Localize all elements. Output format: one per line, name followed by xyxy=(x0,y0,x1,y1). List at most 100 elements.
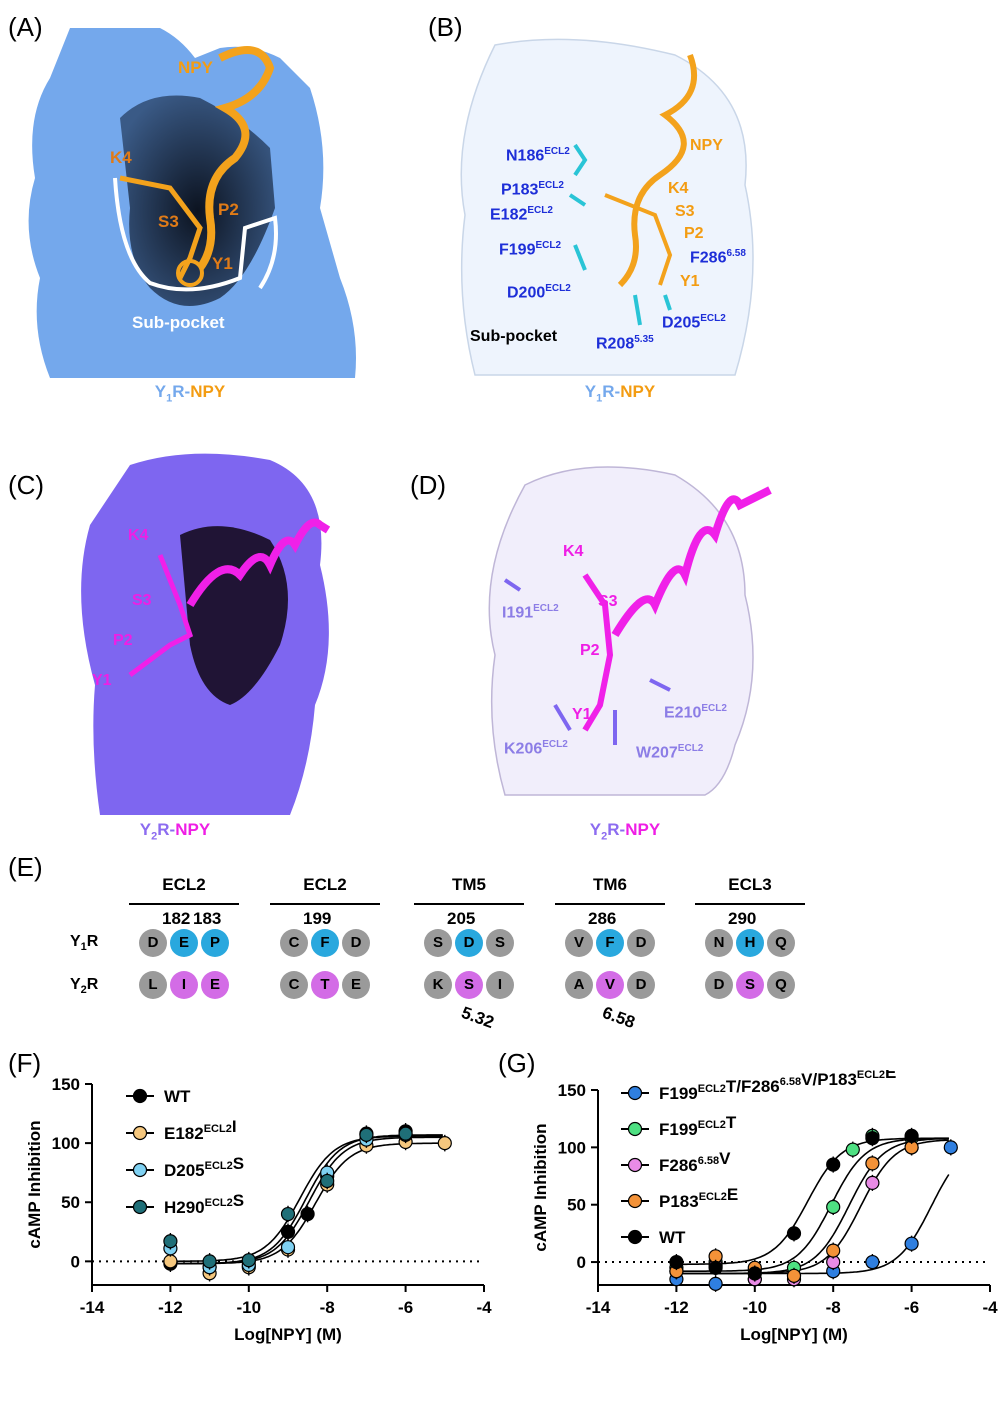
residue-number: 199 xyxy=(303,909,332,928)
legend-label: WT xyxy=(659,1228,686,1247)
residue-circle: D xyxy=(455,929,483,957)
data-point xyxy=(826,1243,841,1258)
residue-name: W207 xyxy=(636,744,678,762)
legend-label: F199ECL2T xyxy=(659,1113,737,1139)
row-label-y2r: Y2R xyxy=(70,976,98,996)
residue-sup: ECL2 xyxy=(527,205,553,216)
caption-receptor: Y xyxy=(589,820,602,839)
x-tick-label: -10 xyxy=(743,1298,768,1317)
caption-receptor-rest: R- xyxy=(172,382,191,401)
residue-name: F286 xyxy=(690,249,727,267)
legend-marker xyxy=(627,1085,643,1101)
residue-circle: K xyxy=(424,971,452,999)
data-point xyxy=(280,1206,296,1222)
residue-sup: ECL2 xyxy=(533,603,559,614)
panel-a-label-npy: NPY xyxy=(178,58,213,77)
data-point xyxy=(359,1127,374,1142)
alignment-header-rule xyxy=(695,903,805,905)
panel-c-label-p2: P2 xyxy=(113,632,133,649)
residue-name: P183 xyxy=(501,181,539,199)
panel-b-label-npy: NPY xyxy=(690,137,723,154)
legend-marker xyxy=(627,1193,643,1209)
residue-circle: D xyxy=(705,971,733,999)
residue-sup: ECL2 xyxy=(538,180,564,191)
residue-circle: D xyxy=(139,929,167,957)
residue-circle: A xyxy=(565,971,593,999)
panel-a-label-y1: Y1 xyxy=(212,254,233,273)
panel-a-label-s3: S3 xyxy=(158,212,179,231)
y-tick-label: 100 xyxy=(52,1134,80,1153)
residue-circle: S xyxy=(736,971,764,999)
residue-circle: S xyxy=(424,929,452,957)
alignment-header-rule xyxy=(129,903,239,905)
y-tick-label: 150 xyxy=(558,1081,586,1100)
data-point xyxy=(241,1253,256,1268)
caption-ligand: NPY xyxy=(620,382,656,401)
alignment-header: TM6 xyxy=(593,875,627,894)
alignment-header: TM5 xyxy=(452,875,486,894)
residue-e210: E210ECL2 xyxy=(664,703,727,722)
panel-d-label-k4: K4 xyxy=(563,543,584,560)
data-point xyxy=(669,1254,684,1270)
residue-circle: D xyxy=(342,929,370,957)
row-label-rest: R xyxy=(86,976,99,993)
caption-receptor: Y xyxy=(139,820,152,839)
panel-b-structure-image xyxy=(460,38,754,376)
residue-circle: V xyxy=(596,971,624,999)
data-point xyxy=(786,1226,802,1241)
residue-number: 182 xyxy=(162,909,191,928)
data-point xyxy=(163,1254,178,1269)
x-tick-label: -8 xyxy=(826,1298,841,1317)
x-axis-label: Log[NPY] (M) xyxy=(234,1325,342,1344)
panel-b-label-k4: K4 xyxy=(668,180,689,197)
panel-b-label-s3: S3 xyxy=(675,203,695,220)
residue-circle: L xyxy=(139,971,167,999)
caption-receptor-rest: R- xyxy=(607,820,626,839)
panel-c-label-y1: Y1 xyxy=(92,672,112,689)
residue-circle: D xyxy=(627,929,655,957)
caption-ligand: NPY xyxy=(190,382,226,401)
x-tick-label: -12 xyxy=(158,1298,183,1317)
panel-b-label-p2: P2 xyxy=(684,225,704,242)
data-point xyxy=(904,1128,919,1143)
residue-circle: D xyxy=(627,971,655,999)
panel-c-label-s3: S3 xyxy=(132,592,152,609)
residue-d200: D200ECL2 xyxy=(507,283,571,302)
data-point xyxy=(865,1131,880,1146)
residue-k206: K206ECL2 xyxy=(504,739,568,758)
y-tick-label: 0 xyxy=(71,1252,80,1271)
residue-circle: N xyxy=(705,929,733,957)
x-tick-label: -4 xyxy=(982,1298,998,1317)
caption-receptor: Y xyxy=(154,382,167,401)
residue-circle: H xyxy=(736,929,764,957)
residue-number: 183 xyxy=(193,909,222,928)
panel-a-label-p2: P2 xyxy=(218,200,239,219)
data-point xyxy=(826,1157,841,1172)
legend-marker xyxy=(627,1157,643,1173)
row-label-main: Y xyxy=(70,933,81,950)
data-point xyxy=(826,1199,841,1215)
x-tick-label: -14 xyxy=(586,1298,611,1317)
panel-b-caption: Y1R-NPY xyxy=(560,382,680,404)
residue-r208: R2085.35 xyxy=(596,334,654,353)
panel-d-caption: Y2R-NPY xyxy=(565,820,685,842)
fit-curve xyxy=(676,1137,949,1275)
residue-w207: W207ECL2 xyxy=(636,743,703,762)
residue-sup: 6.58 xyxy=(726,248,746,259)
row-label-rest: R xyxy=(86,933,99,950)
legend-label: F2866.58V xyxy=(659,1149,731,1175)
x-tick-label: -12 xyxy=(664,1298,689,1317)
caption-ligand: NPY xyxy=(625,820,661,839)
caption-receptor-sub: 1 xyxy=(166,392,173,405)
y-tick-label: 0 xyxy=(577,1253,586,1272)
y-axis-label: cAMP Inhibition xyxy=(25,1120,44,1248)
residue-number: 286 xyxy=(588,909,617,928)
residue-f286: F2866.58 xyxy=(690,248,746,267)
row-label-sub: 2 xyxy=(80,984,87,997)
residue-name: F199 xyxy=(499,241,536,259)
residue-circle: I xyxy=(486,971,514,999)
panel-d-label-y1: Y1 xyxy=(572,706,592,723)
panel-c-caption: Y2R-NPY xyxy=(115,820,235,842)
data-point xyxy=(320,1173,335,1189)
panel-label-b: (B) xyxy=(428,12,463,42)
